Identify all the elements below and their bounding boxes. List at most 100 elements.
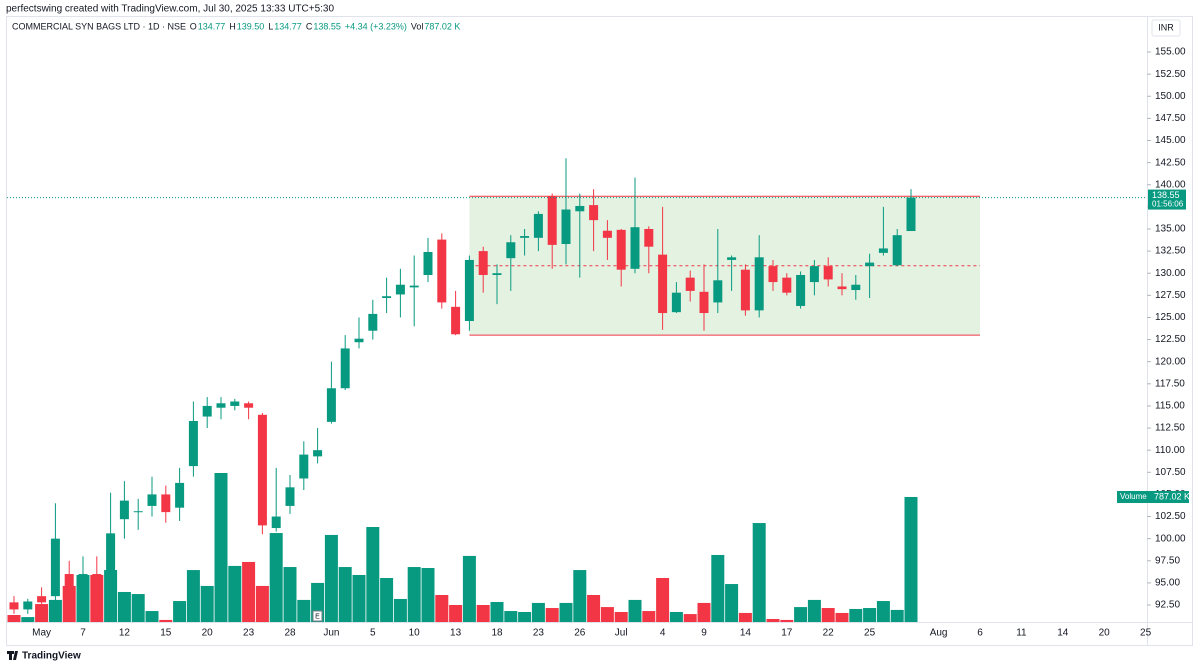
volume-name-bg xyxy=(1117,490,1151,503)
x-tick-label: 23 xyxy=(243,628,255,639)
candle-body xyxy=(423,251,433,275)
volume-bar xyxy=(573,570,587,622)
y-tick-label: 145.00 xyxy=(1155,135,1186,146)
y-tick-label: 92.50 xyxy=(1155,600,1180,611)
x-tick-label: May xyxy=(32,628,51,639)
candle-body xyxy=(299,454,309,479)
volume-bar xyxy=(587,594,601,622)
candle-body xyxy=(188,420,198,467)
price-label-bg xyxy=(1148,189,1186,210)
volume-bar xyxy=(683,614,697,622)
candle-body xyxy=(478,251,488,275)
x-tick-label: 6 xyxy=(977,628,983,639)
volume-bar xyxy=(35,604,49,622)
legend-value: 139.50 xyxy=(237,21,265,31)
candle-body xyxy=(602,230,612,238)
candle-body xyxy=(64,574,74,592)
candle-body xyxy=(851,284,861,291)
x-tick-label: 25 xyxy=(1140,628,1152,639)
y-tick-label: 130.00 xyxy=(1155,268,1186,279)
x-tick-label: Aug xyxy=(930,628,948,639)
candle-body xyxy=(133,511,143,513)
volume-bar xyxy=(490,601,504,622)
candle-body xyxy=(575,205,585,212)
volume-bar xyxy=(711,554,725,622)
volume-bar xyxy=(435,594,449,622)
y-tick-label: 122.50 xyxy=(1155,334,1186,345)
candle-body xyxy=(37,596,47,603)
candle-body xyxy=(147,494,157,506)
legend-key: O xyxy=(190,21,197,31)
volume-bar xyxy=(393,598,407,622)
candle-body xyxy=(727,257,737,260)
legend-vol-key: Vol xyxy=(411,21,424,31)
y-tick-label: 97.50 xyxy=(1155,555,1180,566)
candle-body xyxy=(106,533,116,575)
candle-body xyxy=(451,306,461,335)
volume-bar xyxy=(835,612,849,622)
candle-body xyxy=(644,228,654,247)
volume-bar xyxy=(283,567,297,622)
x-tick-label: 18 xyxy=(491,628,503,639)
candle-body xyxy=(161,494,171,513)
currency: INR xyxy=(1158,22,1174,32)
candle-body xyxy=(492,273,502,275)
candle-body xyxy=(699,291,709,314)
candle-body xyxy=(285,487,295,506)
candle-body xyxy=(561,209,571,245)
y-tick-label: 107.50 xyxy=(1155,467,1186,478)
volume-bar xyxy=(186,570,200,622)
volume-bar xyxy=(338,567,352,622)
volume-bar xyxy=(214,473,228,622)
candle-body xyxy=(244,403,254,408)
x-tick-label: 14 xyxy=(740,628,752,639)
candle-body xyxy=(257,414,267,526)
candle-body xyxy=(506,242,516,259)
candle-body xyxy=(630,227,640,269)
x-tick-label: 5 xyxy=(370,628,376,639)
candle-body xyxy=(713,280,723,303)
candle-body xyxy=(175,482,185,508)
candle-body xyxy=(409,285,419,288)
y-tick-label: 140.00 xyxy=(1155,179,1186,190)
legend-key: H xyxy=(229,21,236,31)
legend-vol-value: 787.02 K xyxy=(424,21,460,31)
candle-body xyxy=(740,269,750,311)
volume-bar xyxy=(821,608,835,622)
y-tick-label: 117.50 xyxy=(1155,378,1185,389)
volume-bar xyxy=(62,585,76,622)
x-tick-label: Jul xyxy=(615,628,628,639)
x-tick-label: 23 xyxy=(533,628,545,639)
volume-bar xyxy=(518,611,532,622)
y-tick-label: 152.50 xyxy=(1155,69,1186,80)
candle-body xyxy=(658,254,668,314)
x-tick-label: 20 xyxy=(1099,628,1111,639)
volume-bar xyxy=(531,602,545,622)
volume-bar xyxy=(890,609,904,622)
y-tick-label: 95.00 xyxy=(1155,578,1180,589)
legend-key: C xyxy=(306,21,313,31)
candle-body xyxy=(92,574,102,597)
candle-body xyxy=(354,338,364,343)
candle-body xyxy=(878,248,888,253)
volume-bar xyxy=(297,599,311,622)
y-tick-label: 127.50 xyxy=(1155,290,1186,301)
candle-body xyxy=(78,574,88,592)
volume-bar xyxy=(504,611,518,622)
frame xyxy=(6,16,1193,646)
x-tick-label: 13 xyxy=(450,628,462,639)
volume-bar xyxy=(407,567,421,622)
volume-value-bg xyxy=(1151,490,1189,503)
legend-change: +4.34 (+3.23%) xyxy=(345,21,407,31)
volume-bar xyxy=(697,602,711,622)
volume-bar xyxy=(766,618,780,622)
candle-body xyxy=(230,401,240,406)
volume-bar xyxy=(131,594,145,622)
x-tick-label: 12 xyxy=(119,628,131,639)
candle-body xyxy=(616,229,626,270)
legend-value: 138.55 xyxy=(313,21,341,31)
currency-box xyxy=(1151,19,1181,37)
x-tick-label: 20 xyxy=(202,628,214,639)
candle-body xyxy=(685,277,695,291)
